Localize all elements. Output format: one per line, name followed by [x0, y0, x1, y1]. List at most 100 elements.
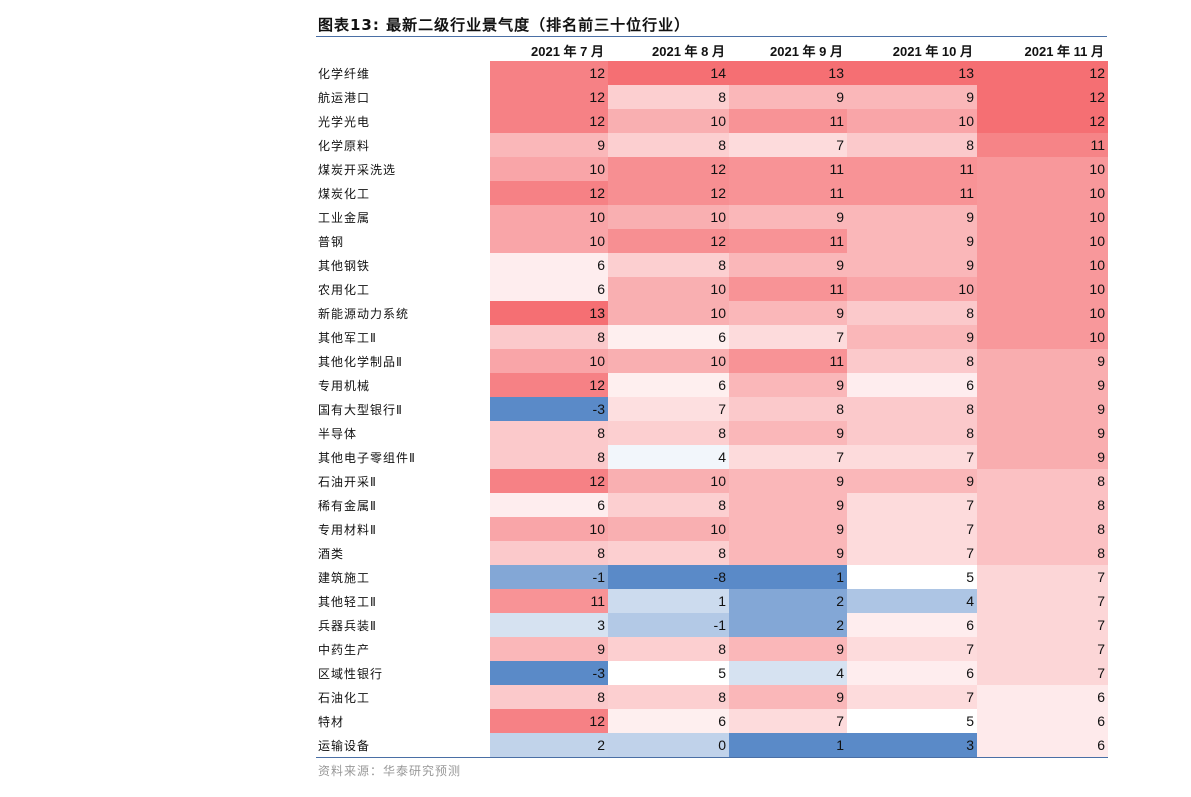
- heatmap-cell: 4: [729, 661, 847, 685]
- heatmap-cell: 10: [608, 109, 729, 133]
- heatmap-cell: 6: [977, 685, 1108, 709]
- heatmap-cell: 12: [608, 229, 729, 253]
- heatmap-cell: 8: [608, 637, 729, 661]
- heatmap-cell: 12: [490, 709, 608, 733]
- row-label: 特材: [318, 714, 345, 729]
- row-label: 国有大型银行Ⅱ: [318, 402, 403, 417]
- heatmap-cell: 8: [977, 541, 1108, 565]
- heatmap-cell: 12: [490, 181, 608, 205]
- row-label: 其他化学制品Ⅱ: [318, 354, 403, 369]
- heatmap-cell: 9: [729, 493, 847, 517]
- row-label: 其他轻工Ⅱ: [318, 594, 377, 609]
- heatmap-cell: 11: [729, 109, 847, 133]
- heatmap-cell: 8: [490, 685, 608, 709]
- heatmap-cell: 8: [977, 469, 1108, 493]
- heatmap-cell: 7: [977, 613, 1108, 637]
- table-row: 农用化工 6 10 11 10 10: [316, 277, 1108, 301]
- table-row: 建筑施工 -1 -8 1 5 7: [316, 565, 1108, 589]
- heatmap-cell: 7: [847, 685, 977, 709]
- table-row: 新能源动力系统 13 10 9 8 10: [316, 301, 1108, 325]
- heatmap-cell: 8: [608, 493, 729, 517]
- heatmap-cell: 12: [490, 373, 608, 397]
- heatmap-cell: 10: [490, 349, 608, 373]
- heatmap-cell: 8: [977, 493, 1108, 517]
- heatmap-cell: 8: [608, 541, 729, 565]
- heatmap-cell: 9: [847, 85, 977, 109]
- corner-cell: [316, 39, 490, 61]
- table-row: 煤炭化工 12 12 11 11 10: [316, 181, 1108, 205]
- heatmap-cell: 9: [729, 85, 847, 109]
- heatmap-cell: 8: [490, 325, 608, 349]
- table-row: 石油开采Ⅱ 12 10 9 9 8: [316, 469, 1108, 493]
- heatmap-cell: 0: [608, 733, 729, 758]
- heatmap-cell: 6: [847, 661, 977, 685]
- heatmap-cell: 9: [729, 373, 847, 397]
- heatmap-cell: 9: [729, 301, 847, 325]
- column-header: 2021 年 9 月: [770, 43, 843, 59]
- heatmap-cell: 2: [729, 589, 847, 613]
- heatmap-cell: 8: [847, 397, 977, 421]
- heatmap-cell: 6: [608, 709, 729, 733]
- heatmap-cell: 10: [977, 277, 1108, 301]
- row-label: 稀有金属Ⅱ: [318, 498, 377, 513]
- table-row: 区域性银行 -3 5 4 6 7: [316, 661, 1108, 685]
- heatmap-cell: 11: [729, 229, 847, 253]
- header-row: 2021 年 7 月 2021 年 8 月 2021 年 9 月 2021 年 10 …: [316, 39, 1108, 61]
- row-label: 新能源动力系统: [318, 306, 410, 321]
- heatmap-cell: 10: [608, 349, 729, 373]
- heatmap-cell: 13: [729, 61, 847, 85]
- heatmap-cell: 2: [729, 613, 847, 637]
- row-label: 中药生产: [318, 642, 371, 657]
- heatmap-cell: 8: [490, 421, 608, 445]
- table-row: 航运港口 12 8 9 9 12: [316, 85, 1108, 109]
- heatmap-cell: 9: [977, 349, 1108, 373]
- heatmap-cell: -1: [490, 565, 608, 589]
- heatmap-cell: 6: [490, 277, 608, 301]
- heatmap-cell: 10: [847, 109, 977, 133]
- table-row: 酒类 8 8 9 7 8: [316, 541, 1108, 565]
- heatmap-cell: 8: [608, 253, 729, 277]
- heatmap-cell: 11: [847, 157, 977, 181]
- heatmap-cell: 12: [490, 61, 608, 85]
- heatmap-cell: 10: [490, 157, 608, 181]
- heatmap-cell: 10: [977, 301, 1108, 325]
- heatmap-cell: 9: [729, 637, 847, 661]
- table-row: 国有大型银行Ⅱ -3 7 8 8 9: [316, 397, 1108, 421]
- heatmap-cell: 6: [490, 493, 608, 517]
- heatmap-cell: 9: [847, 325, 977, 349]
- heatmap-cell: 9: [729, 685, 847, 709]
- heatmap-cell: 8: [608, 133, 729, 157]
- table-row: 工业金属 10 10 9 9 10: [316, 205, 1108, 229]
- source-note: 资料来源：华泰研究预测: [318, 764, 462, 778]
- heatmap-cell: 10: [608, 517, 729, 541]
- row-label: 其他电子零组件Ⅱ: [318, 450, 416, 465]
- heatmap-cell: 10: [977, 325, 1108, 349]
- row-label: 石油开采Ⅱ: [318, 474, 377, 489]
- table-row: 特材 12 6 7 5 6: [316, 709, 1108, 733]
- heatmap-cell: 8: [847, 301, 977, 325]
- heatmap-cell: 10: [608, 205, 729, 229]
- row-label: 酒类: [318, 546, 345, 561]
- column-header: 2021 年 7 月: [531, 43, 604, 59]
- column-header: 2021 年 8 月: [652, 43, 725, 59]
- heatmap-cell: 10: [490, 517, 608, 541]
- table-row: 半导体 8 8 9 8 9: [316, 421, 1108, 445]
- heatmap-cell: 8: [847, 133, 977, 157]
- heatmap-cell: 6: [977, 709, 1108, 733]
- title-rule: [316, 36, 1107, 37]
- heatmap-cell: 2: [490, 733, 608, 758]
- column-header: 2021 年 10 月: [892, 43, 973, 59]
- heatmap-cell: 9: [847, 205, 977, 229]
- heatmap-cell: 10: [977, 205, 1108, 229]
- heatmap-cell: 7: [729, 133, 847, 157]
- heatmap-cell: 1: [729, 565, 847, 589]
- row-label: 其他军工Ⅱ: [318, 330, 377, 345]
- heatmap-cell: -1: [608, 613, 729, 637]
- heatmap-cell: -3: [490, 397, 608, 421]
- heatmap-cell: 7: [729, 325, 847, 349]
- row-label: 化学原料: [318, 138, 371, 153]
- row-label: 化学纤维: [318, 66, 371, 81]
- table-row: 普钢 10 12 11 9 10: [316, 229, 1108, 253]
- heatmap-cell: 12: [977, 85, 1108, 109]
- heatmap-cell: 10: [977, 181, 1108, 205]
